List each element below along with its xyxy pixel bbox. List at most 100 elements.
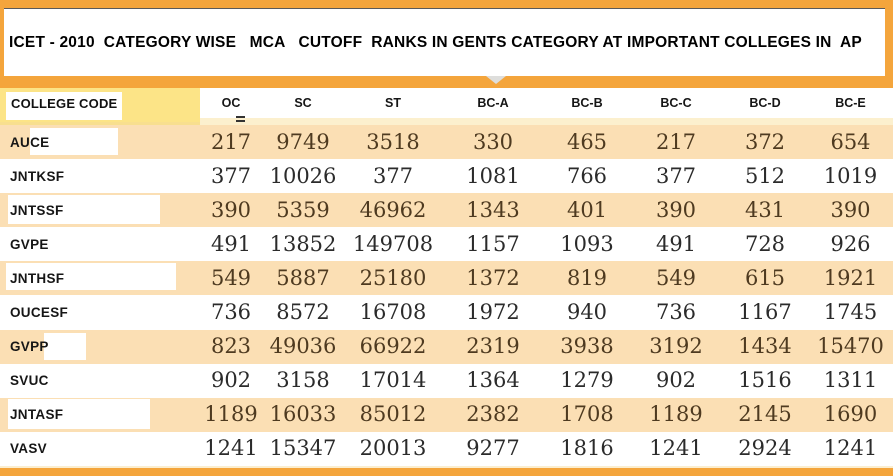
cell-value: 1019 — [823, 163, 878, 188]
cell-value: 390 — [830, 197, 871, 222]
cell-value: 2924 — [738, 436, 792, 461]
table-row: GVPE 491 13852 149708 1157 1093 491 728 … — [0, 227, 893, 262]
cell-value: 1241 — [649, 436, 703, 461]
cell-value: 49036 — [269, 334, 337, 359]
white-patch — [30, 128, 118, 155]
table-row: VASV 1241 15347 20013 9277 1816 1241 292… — [0, 431, 893, 466]
cell-value: 1093 — [560, 231, 614, 256]
cell-value: 17014 — [359, 368, 427, 393]
cell-value: 25180 — [359, 265, 427, 290]
cell-value: 1279 — [560, 368, 614, 393]
cell-value: 728 — [744, 231, 786, 256]
cell-value: 1708 — [560, 402, 614, 427]
cell-value: 85012 — [359, 402, 427, 427]
white-patch — [6, 92, 122, 120]
cell-value: 20013 — [359, 436, 427, 461]
college-code-header-cell: COLLEGE CODE — [0, 88, 200, 125]
cell-value: 13852 — [269, 231, 337, 256]
college-code: AUCE — [10, 134, 50, 150]
cell-value: 1745 — [823, 300, 878, 325]
cell-value: 491 — [210, 231, 252, 256]
cell-value: 1081 — [466, 163, 520, 188]
college-code: GVPP — [10, 339, 49, 355]
cell-value: 736 — [210, 300, 252, 325]
column-header-bc-e: BC-E — [835, 96, 866, 110]
cell-value: 819 — [566, 265, 608, 290]
cell-value: 372 — [744, 129, 786, 154]
column-header-sc: SC — [294, 96, 312, 110]
cell-value: 15470 — [817, 334, 884, 359]
scan-artifact-mark — [236, 116, 245, 122]
table-row: JNTHSF 549 5887 25180 1372 819 549 615 1… — [0, 261, 893, 296]
cell-value: 926 — [830, 231, 871, 256]
cell-value: 1364 — [466, 368, 520, 393]
table-row: AUCE 217 9749 3518 330 465 217 372 654 — [0, 125, 893, 160]
cell-value: 902 — [210, 368, 252, 393]
cell-value: 46962 — [359, 197, 427, 222]
cell-value: 1157 — [466, 231, 520, 256]
college-code: VASV — [10, 441, 47, 457]
cell-value: 377 — [655, 163, 697, 188]
cell-value: 15347 — [269, 436, 337, 461]
cell-value: 615 — [744, 265, 786, 290]
column-header-bc-a: BC-A — [477, 96, 509, 110]
cell-value: 512 — [744, 163, 786, 188]
white-patch — [8, 195, 160, 225]
cell-value: 16033 — [269, 402, 337, 427]
college-code: JNTASF — [10, 407, 64, 423]
cell-value: 3518 — [366, 129, 420, 154]
cell-value: 9749 — [276, 129, 330, 154]
table-row: GVPP 823 49036 66922 2319 3938 3192 1434… — [0, 329, 893, 364]
cell-value: 549 — [210, 265, 252, 290]
cell-value: 377 — [372, 163, 414, 188]
cell-value: 8572 — [276, 300, 330, 325]
cell-value: 10026 — [269, 163, 337, 188]
cell-value: 3938 — [560, 334, 614, 359]
left-border — [0, 0, 4, 88]
cell-value: 1189 — [649, 402, 703, 427]
cell-value: 736 — [655, 300, 697, 325]
white-patch — [44, 332, 86, 360]
cell-value: 1972 — [466, 300, 520, 325]
college-code: JNTHSF — [10, 270, 65, 286]
cell-value: 217 — [655, 129, 697, 154]
cell-value: 217 — [210, 129, 252, 154]
table-row: OUCESF 736 8572 16708 1972 940 736 1167 … — [0, 295, 893, 330]
cell-value: 465 — [566, 129, 608, 154]
cell-value: 2382 — [466, 402, 520, 427]
column-header-bc-c: BC-C — [660, 96, 692, 110]
cell-value: 1311 — [823, 368, 878, 393]
table-body: AUCE 217 9749 3518 330 465 217 372 654 J… — [0, 125, 893, 466]
divider-strip — [0, 76, 893, 88]
cell-value: 5887 — [276, 265, 330, 290]
cell-value: 1372 — [466, 265, 520, 290]
cell-value: 1241 — [823, 436, 878, 461]
title-banner: ICET - 2010 CATEGORY WISE MCA CUTOFF RAN… — [4, 8, 885, 76]
cell-value: 940 — [566, 300, 608, 325]
college-code: OUCESF — [10, 305, 69, 321]
cell-value: 1921 — [823, 265, 878, 290]
cell-value: 1434 — [738, 334, 792, 359]
bottom-border — [0, 466, 893, 476]
cell-value: 390 — [210, 197, 252, 222]
cell-value: 3158 — [276, 368, 330, 393]
cell-value: 66922 — [359, 334, 427, 359]
college-code-header-label: COLLEGE CODE — [11, 96, 118, 111]
column-header-bc-d: BC-D — [749, 96, 781, 110]
top-border — [0, 0, 893, 8]
column-header-bc-b: BC-B — [571, 96, 603, 110]
cell-value: 823 — [210, 334, 252, 359]
white-patch — [6, 263, 176, 291]
cell-value: 1167 — [738, 300, 792, 325]
college-code: JNTSSF — [10, 202, 64, 218]
cell-value: 16708 — [359, 300, 427, 325]
cell-value: 1343 — [466, 197, 520, 222]
cell-value: 149708 — [352, 231, 434, 256]
table-row: JNTKSF 377 10026 377 1081 766 377 512 10… — [0, 159, 893, 194]
white-patch — [8, 398, 150, 429]
cell-value: 654 — [830, 129, 871, 154]
table-row: SVUC 902 3158 17014 1364 1279 902 1516 1… — [0, 363, 893, 398]
cell-value: 431 — [744, 197, 786, 222]
college-code: SVUC — [10, 373, 49, 389]
table-header: COLLEGE CODE OC SC ST BC-A BC-B BC-C BC-… — [0, 88, 893, 125]
